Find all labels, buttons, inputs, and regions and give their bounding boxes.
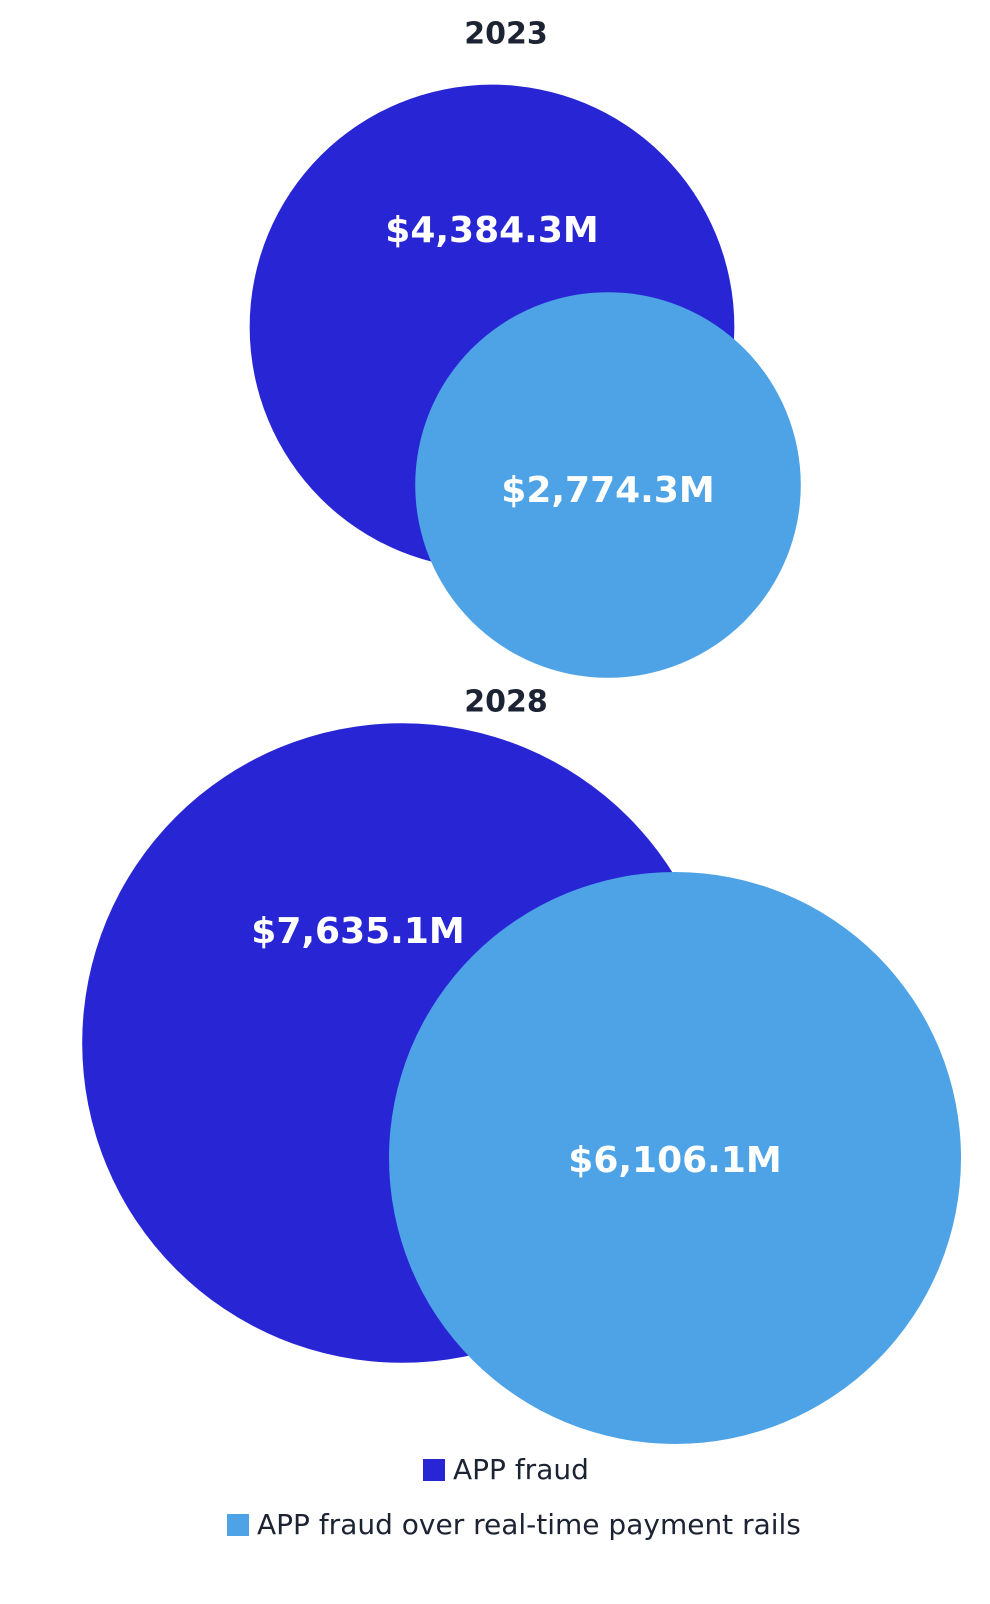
legend-swatch [227,1514,249,1536]
value-label: $6,106.1M [568,1140,781,1181]
legend-swatch [423,1459,445,1481]
value-label: $2,774.3M [501,470,714,511]
value-label: $4,384.3M [385,210,598,251]
bubble [389,872,961,1444]
panel-title: 2023 [464,17,548,52]
legend-label: APP fraud over real-time payment rails [257,1508,801,1541]
legend-label: APP fraud [453,1453,589,1486]
bubble [415,292,801,678]
panel-title: 2028 [464,685,548,720]
value-label: $7,635.1M [251,911,464,952]
